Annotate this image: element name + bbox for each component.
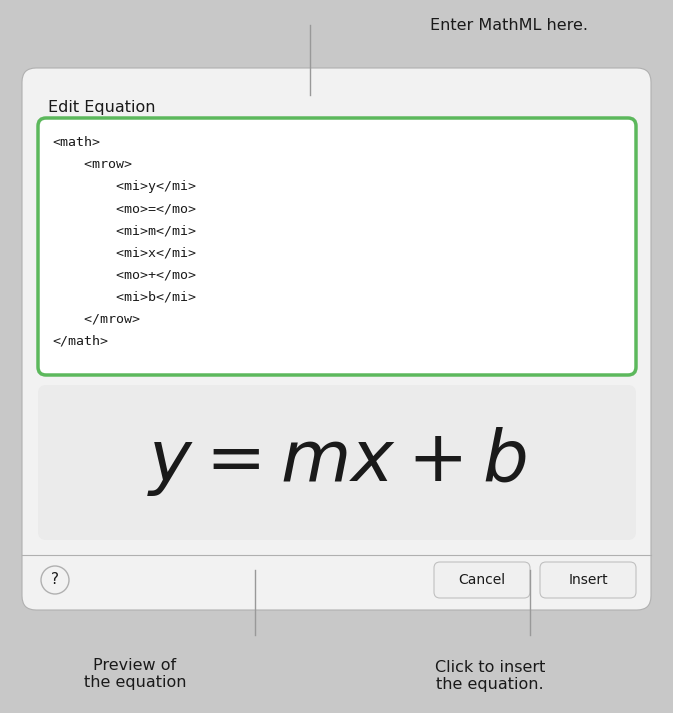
- Text: </mrow>: </mrow>: [52, 312, 140, 325]
- Text: <mi>y</mi>: <mi>y</mi>: [52, 180, 196, 193]
- FancyBboxPatch shape: [38, 385, 636, 540]
- Text: Insert: Insert: [568, 573, 608, 587]
- Text: Enter MathML here.: Enter MathML here.: [430, 18, 588, 33]
- Text: $y = mx + b$: $y = mx + b$: [147, 426, 527, 498]
- FancyBboxPatch shape: [434, 562, 530, 598]
- Text: Preview of
the equation: Preview of the equation: [83, 658, 186, 690]
- FancyBboxPatch shape: [540, 562, 636, 598]
- Text: Cancel: Cancel: [458, 573, 505, 587]
- FancyBboxPatch shape: [38, 118, 636, 375]
- Text: <mo>=</mo>: <mo>=</mo>: [52, 202, 196, 215]
- Text: <mi>x</mi>: <mi>x</mi>: [52, 246, 196, 259]
- Circle shape: [41, 566, 69, 594]
- Text: </math>: </math>: [52, 334, 108, 347]
- Text: Click to insert
the equation.: Click to insert the equation.: [435, 660, 545, 692]
- Text: <math>: <math>: [52, 136, 100, 149]
- Text: <mi>m</mi>: <mi>m</mi>: [52, 224, 196, 237]
- Text: <mo>+</mo>: <mo>+</mo>: [52, 268, 196, 281]
- Text: ?: ?: [51, 573, 59, 588]
- Text: Edit Equation: Edit Equation: [48, 100, 155, 115]
- Text: <mrow>: <mrow>: [52, 158, 132, 171]
- Text: <mi>b</mi>: <mi>b</mi>: [52, 290, 196, 303]
- FancyBboxPatch shape: [22, 68, 651, 610]
